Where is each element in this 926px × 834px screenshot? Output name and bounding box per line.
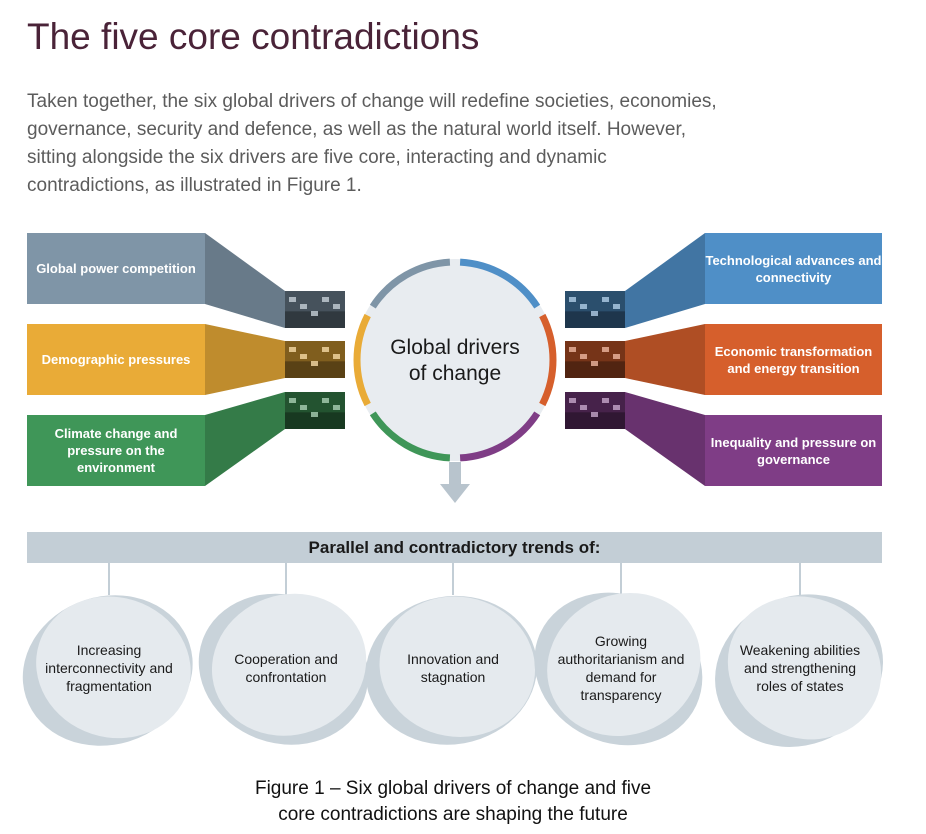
caption-line: Figure 1 – Six global drivers of change … bbox=[254, 778, 652, 799]
hub-ring-segment bbox=[459, 411, 541, 462]
trend-blob bbox=[534, 592, 703, 746]
driver-funnel bbox=[205, 324, 285, 395]
trend-label: Cooperation and confrontation bbox=[234, 651, 338, 685]
driver-box bbox=[27, 233, 205, 304]
caption-line: core contradictions are shaping the futu… bbox=[278, 804, 628, 825]
driver-box bbox=[705, 324, 882, 395]
elderly-people-photo bbox=[285, 341, 345, 378]
hub-label-line: Global drivers bbox=[390, 336, 520, 359]
trends-bar bbox=[27, 532, 882, 563]
hub-circle bbox=[354, 259, 556, 461]
driver-box bbox=[705, 233, 882, 304]
trend-label: Increasing interconnectivity and fragmen… bbox=[45, 642, 173, 694]
driver-box bbox=[27, 415, 205, 486]
figure-caption: Figure 1 – Six global drivers of change … bbox=[163, 776, 743, 828]
circuit-board-photo bbox=[565, 291, 625, 328]
driver-label: Climate change and pressure on the envir… bbox=[54, 426, 178, 475]
trend-label: Innovation and stagnation bbox=[407, 651, 499, 685]
intro-line: Taken together, the six global drivers o… bbox=[27, 91, 717, 112]
driver-box bbox=[705, 415, 882, 486]
slum-street-photo bbox=[565, 392, 625, 429]
hub-ring-segment bbox=[353, 313, 371, 407]
hub-label-line: of change bbox=[408, 362, 502, 385]
trend-blob bbox=[715, 594, 884, 747]
intro-paragraph: Taken together, the six global drivers o… bbox=[27, 88, 827, 200]
hub-ring-segment bbox=[539, 313, 557, 407]
trend-blob bbox=[198, 593, 369, 745]
driver-funnel bbox=[625, 324, 705, 395]
trend-blob bbox=[365, 595, 538, 745]
intro-line: contradictions, as illustrated in Figure… bbox=[27, 175, 362, 196]
driver-funnel bbox=[625, 233, 705, 328]
driver-funnel bbox=[625, 392, 705, 486]
hub-ring-segment bbox=[459, 258, 541, 309]
naval-fleet-photo bbox=[285, 291, 345, 328]
down-arrow-icon bbox=[440, 462, 470, 503]
hub-ring-segment bbox=[369, 258, 451, 309]
solar-panels-photo bbox=[565, 341, 625, 378]
hub-ring-segment bbox=[369, 411, 451, 462]
driver-label: Inequality and pressure on governance bbox=[710, 434, 877, 467]
driver-funnel bbox=[205, 392, 285, 486]
driver-funnel bbox=[205, 233, 285, 328]
hub-label: Global drivers of change bbox=[365, 335, 545, 387]
trends-bar-label: Parallel and contradictory trends of: bbox=[308, 537, 601, 557]
driver-box bbox=[27, 324, 205, 395]
flooded-crops-photo bbox=[285, 392, 345, 429]
driver-label: Global power competition bbox=[36, 261, 196, 276]
driver-label: Economic transformation and energy trans… bbox=[714, 343, 873, 376]
driver-label: Technological advances and connectivity bbox=[705, 252, 882, 285]
intro-line: sitting alongside the six drivers are fi… bbox=[27, 147, 607, 168]
page-title: The five core contradictions bbox=[27, 16, 480, 57]
trend-blob bbox=[22, 595, 193, 746]
trend-label: Weakening abilities and strengthening ro… bbox=[739, 642, 861, 694]
intro-line: governance, security and defence, as wel… bbox=[27, 119, 687, 140]
driver-label: Demographic pressures bbox=[41, 352, 191, 367]
trend-label: Growing authoritarianism and demand for … bbox=[557, 633, 685, 703]
